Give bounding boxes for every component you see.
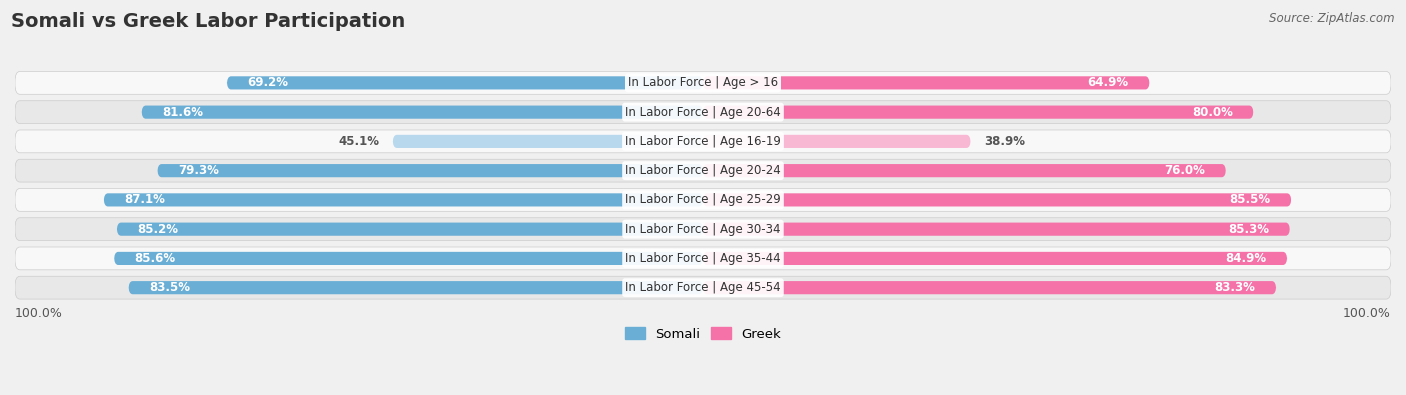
Text: In Labor Force | Age 20-64: In Labor Force | Age 20-64 — [626, 105, 780, 118]
FancyBboxPatch shape — [703, 105, 1253, 119]
Text: 85.3%: 85.3% — [1229, 223, 1270, 236]
Text: 64.9%: 64.9% — [1088, 76, 1129, 89]
FancyBboxPatch shape — [703, 252, 1286, 265]
FancyBboxPatch shape — [157, 164, 703, 177]
Text: 81.6%: 81.6% — [162, 105, 204, 118]
FancyBboxPatch shape — [15, 247, 1391, 270]
FancyBboxPatch shape — [15, 276, 1391, 299]
Text: 84.9%: 84.9% — [1226, 252, 1267, 265]
Text: 69.2%: 69.2% — [247, 76, 288, 89]
Text: In Labor Force | Age 45-54: In Labor Force | Age 45-54 — [626, 281, 780, 294]
FancyBboxPatch shape — [117, 222, 703, 236]
FancyBboxPatch shape — [15, 218, 1391, 241]
Text: In Labor Force | Age 25-29: In Labor Force | Age 25-29 — [626, 194, 780, 207]
Legend: Somali, Greek: Somali, Greek — [620, 322, 786, 346]
Text: Source: ZipAtlas.com: Source: ZipAtlas.com — [1270, 12, 1395, 25]
FancyBboxPatch shape — [703, 164, 1226, 177]
FancyBboxPatch shape — [104, 193, 703, 207]
Text: 83.3%: 83.3% — [1215, 281, 1256, 294]
FancyBboxPatch shape — [15, 159, 1391, 182]
Text: 85.2%: 85.2% — [138, 223, 179, 236]
Text: In Labor Force | Age 20-24: In Labor Force | Age 20-24 — [626, 164, 780, 177]
FancyBboxPatch shape — [703, 193, 1291, 207]
FancyBboxPatch shape — [142, 105, 703, 119]
FancyBboxPatch shape — [703, 76, 1150, 89]
FancyBboxPatch shape — [703, 222, 1289, 236]
Text: 79.3%: 79.3% — [179, 164, 219, 177]
FancyBboxPatch shape — [15, 71, 1391, 94]
FancyBboxPatch shape — [703, 135, 970, 148]
Text: 100.0%: 100.0% — [15, 307, 63, 320]
Text: 38.9%: 38.9% — [984, 135, 1025, 148]
Text: 100.0%: 100.0% — [1343, 307, 1391, 320]
Text: 85.5%: 85.5% — [1229, 194, 1271, 207]
Text: Somali vs Greek Labor Participation: Somali vs Greek Labor Participation — [11, 12, 405, 31]
Text: 76.0%: 76.0% — [1164, 164, 1205, 177]
FancyBboxPatch shape — [392, 135, 703, 148]
Text: In Labor Force | Age 30-34: In Labor Force | Age 30-34 — [626, 223, 780, 236]
FancyBboxPatch shape — [226, 76, 703, 89]
Text: In Labor Force | Age 35-44: In Labor Force | Age 35-44 — [626, 252, 780, 265]
FancyBboxPatch shape — [15, 101, 1391, 124]
Text: 85.6%: 85.6% — [135, 252, 176, 265]
FancyBboxPatch shape — [703, 281, 1277, 294]
FancyBboxPatch shape — [114, 252, 703, 265]
Text: 87.1%: 87.1% — [124, 194, 166, 207]
Text: 80.0%: 80.0% — [1192, 105, 1233, 118]
Text: 83.5%: 83.5% — [149, 281, 190, 294]
Text: 45.1%: 45.1% — [337, 135, 380, 148]
Text: In Labor Force | Age > 16: In Labor Force | Age > 16 — [628, 76, 778, 89]
FancyBboxPatch shape — [128, 281, 703, 294]
FancyBboxPatch shape — [15, 188, 1391, 211]
Text: In Labor Force | Age 16-19: In Labor Force | Age 16-19 — [626, 135, 780, 148]
FancyBboxPatch shape — [15, 130, 1391, 153]
